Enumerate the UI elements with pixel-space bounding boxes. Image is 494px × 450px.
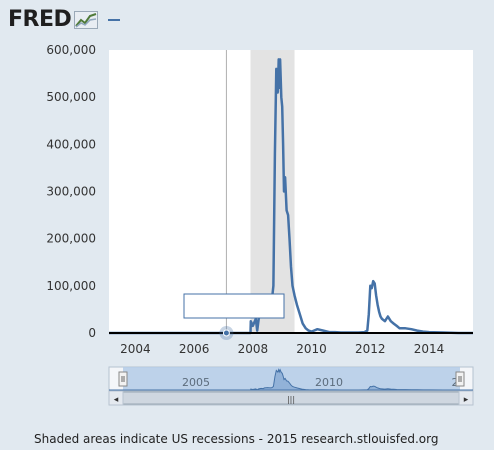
x-tick-label: 2008 bbox=[238, 342, 269, 356]
y-tick-label: 0 bbox=[88, 326, 96, 340]
x-tick-label: 2014 bbox=[414, 342, 445, 356]
y-tick-label: 300,000 bbox=[46, 185, 96, 199]
scrollbar[interactable]: ||| ◂ ▸ bbox=[108, 390, 474, 406]
scroll-left-arrow-icon: ◂ bbox=[114, 395, 119, 405]
scroll-right-arrow-icon: ▸ bbox=[464, 395, 469, 405]
y-tick-label: 200,000 bbox=[46, 232, 96, 246]
scroll-right-button[interactable] bbox=[458, 390, 474, 406]
scroll-left-button[interactable] bbox=[108, 390, 124, 406]
y-tick-label: 600,000 bbox=[46, 43, 96, 57]
fred-logo[interactable]: FRED bbox=[8, 7, 72, 32]
y-tick-label: 500,000 bbox=[46, 90, 96, 104]
x-tick-label: 2010 bbox=[296, 342, 327, 356]
y-tick-label: 400,000 bbox=[46, 137, 96, 151]
navigator-label-2010: 2010 bbox=[315, 376, 343, 389]
line-chart-icon bbox=[74, 11, 99, 29]
navigator-left-handle[interactable] bbox=[118, 371, 128, 387]
navigator[interactable]: 2005 2010 2 bbox=[108, 366, 474, 392]
navigator-series-area bbox=[109, 368, 473, 391]
x-axis-labels: 2004 2006 2008 2010 2012 2014 bbox=[120, 342, 444, 356]
y-axis-labels: 0 100,000 200,000 300,000 400,000 500,000 600,… bbox=[46, 43, 96, 340]
x-tick-label: 2004 bbox=[120, 342, 151, 356]
chart: 0 100,000 200,000 300,000 400,000 500,000 600,… bbox=[46, 43, 474, 406]
navigator-label-2015: 2 bbox=[452, 376, 459, 389]
scrollbar-grip: ||| bbox=[287, 395, 295, 404]
navigator-label-2005: 2005 bbox=[182, 376, 210, 389]
x-tick-label: 2006 bbox=[179, 342, 210, 356]
tooltip-box bbox=[183, 293, 285, 319]
series-legend-swatch bbox=[108, 19, 121, 21]
navigator-right-handle[interactable] bbox=[455, 371, 465, 387]
y-tick-label: 100,000 bbox=[46, 279, 96, 293]
x-tick-label: 2012 bbox=[355, 342, 386, 356]
hover-marker[interactable] bbox=[222, 329, 230, 337]
tooltip-layer bbox=[183, 293, 285, 340]
fred-header: FRED bbox=[8, 6, 121, 34]
recession-note: Shaded areas indicate US recessions - 20… bbox=[34, 432, 439, 446]
